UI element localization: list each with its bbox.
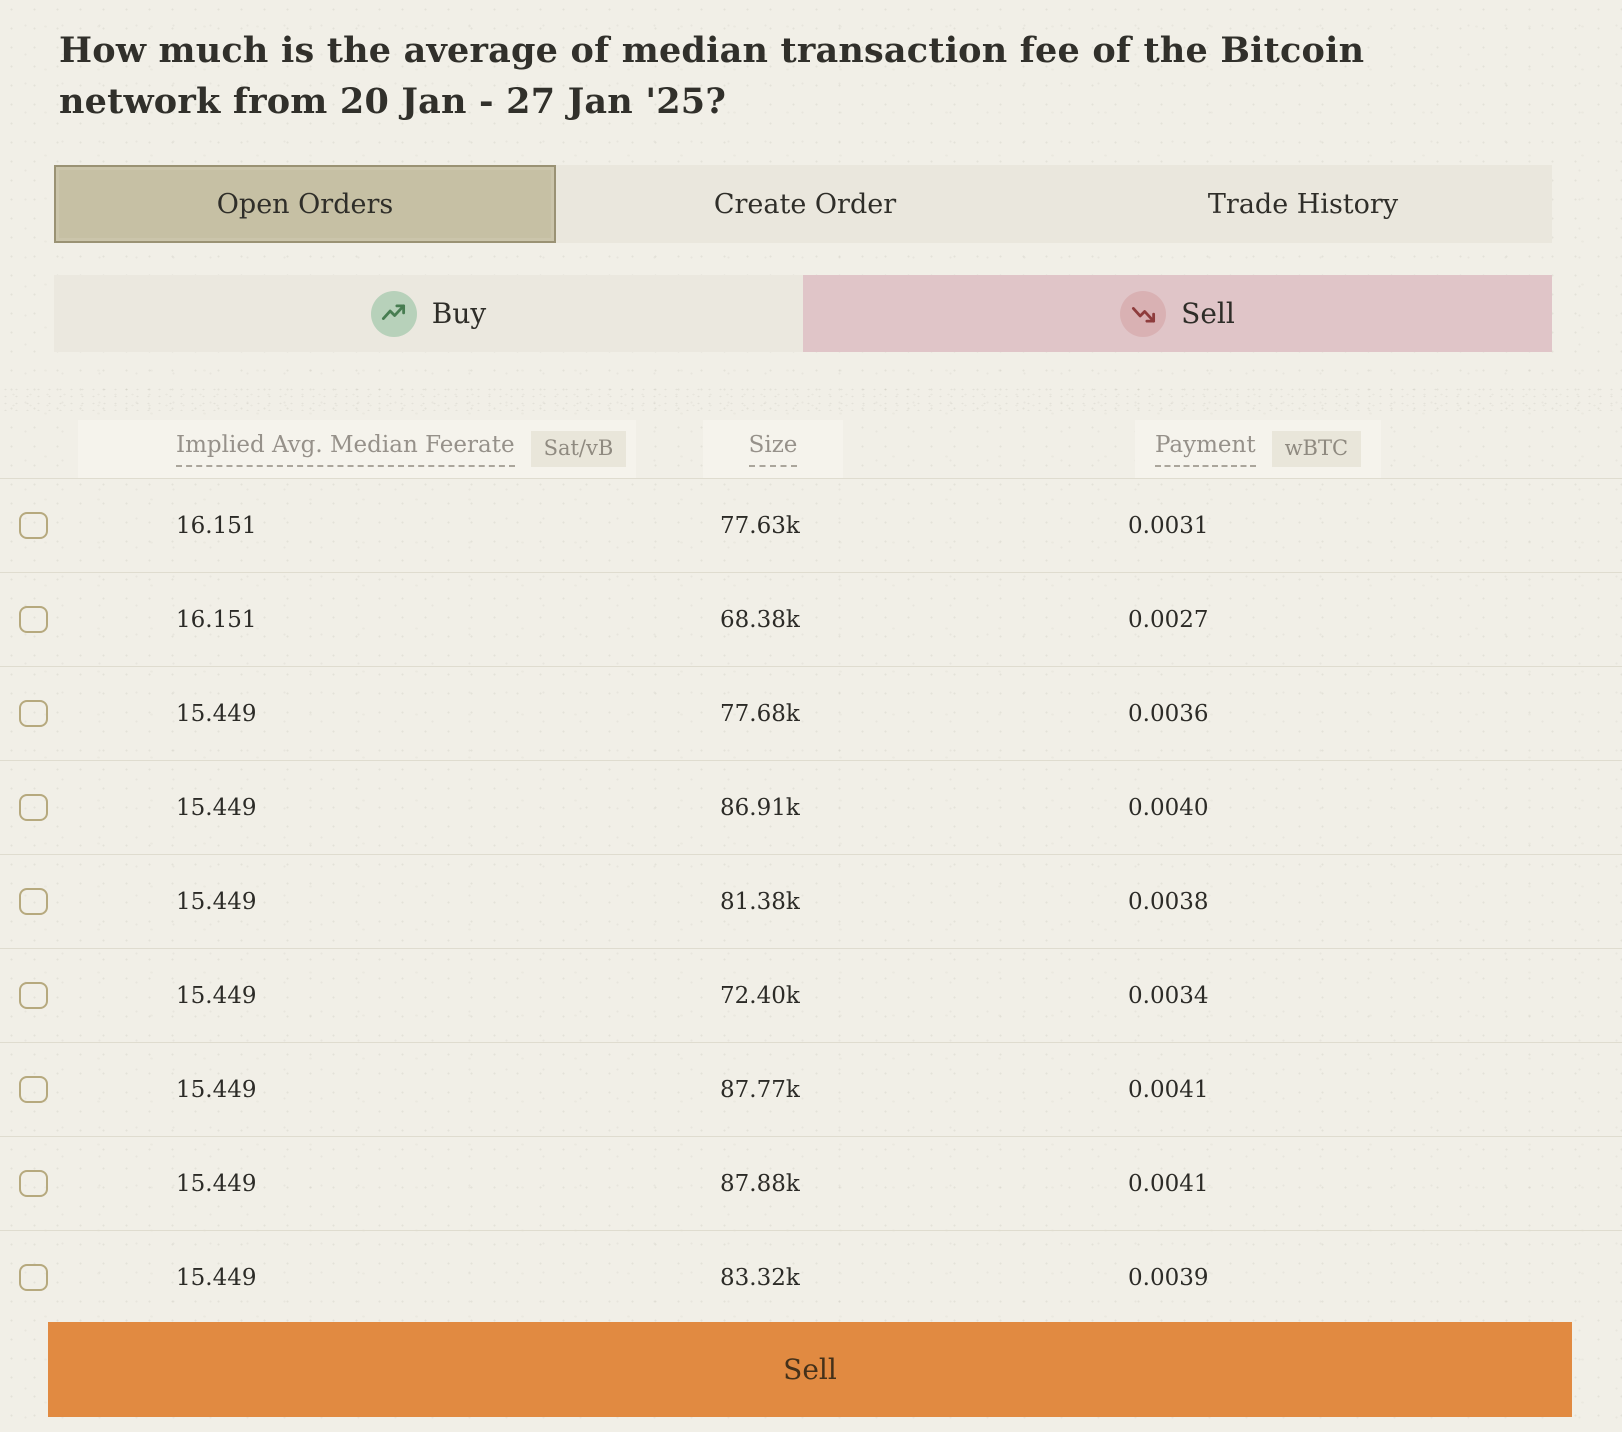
size-value: 81.38k: [720, 888, 800, 915]
payment-value: 0.0038: [1128, 888, 1209, 915]
payment-value: 0.0039: [1128, 1264, 1209, 1291]
payment-column-label[interactable]: Payment: [1154, 432, 1256, 467]
size-value: 77.63k: [720, 512, 800, 539]
column-header-payment: Payment wBTC: [1135, 420, 1381, 478]
sell-toggle[interactable]: Sell: [803, 275, 1552, 352]
row-checkbox[interactable]: [19, 1170, 48, 1197]
orders-table: 16.151 77.63k 0.0031 16.151 68.38k 0.002…: [0, 478, 1622, 1298]
buy-label: Buy: [431, 297, 487, 330]
payment-value: 0.0031: [1128, 512, 1209, 539]
column-header-size: Size: [703, 420, 843, 478]
column-header-feerate: Implied Avg. Median Feerate Sat/vB: [78, 420, 636, 478]
section-divider: [0, 386, 1622, 411]
size-value: 68.38k: [720, 606, 800, 633]
size-column-label[interactable]: Size: [748, 432, 798, 467]
sell-submit-button[interactable]: Sell: [48, 1322, 1572, 1417]
trending-down-icon: [1120, 290, 1167, 337]
payment-value: 0.0027: [1128, 606, 1209, 633]
size-value: 87.77k: [720, 1076, 800, 1103]
order-tabs: Open Orders Create Order Trade History: [54, 165, 1552, 243]
row-checkbox[interactable]: [19, 794, 48, 821]
payment-value: 0.0034: [1128, 982, 1209, 1009]
table-row[interactable]: 15.449 87.77k 0.0041: [0, 1042, 1622, 1136]
feerate-column-label[interactable]: Implied Avg. Median Feerate: [176, 432, 515, 467]
row-checkbox[interactable]: [19, 512, 48, 539]
row-checkbox[interactable]: [19, 982, 48, 1009]
size-value: 83.32k: [720, 1264, 800, 1291]
tab-open-orders[interactable]: Open Orders: [54, 165, 556, 243]
row-checkbox[interactable]: [19, 888, 48, 915]
size-value: 77.68k: [720, 700, 800, 727]
table-row[interactable]: 15.449 77.68k 0.0036: [0, 666, 1622, 760]
payment-unit-badge: wBTC: [1271, 431, 1362, 467]
row-checkbox[interactable]: [19, 700, 48, 727]
feerate-value: 16.151: [176, 606, 257, 633]
table-row[interactable]: 16.151 68.38k 0.0027: [0, 572, 1622, 666]
buy-toggle[interactable]: Buy: [54, 275, 803, 352]
feerate-unit-badge: Sat/vB: [530, 431, 627, 467]
trending-up-icon: [370, 290, 417, 337]
table-row[interactable]: 16.151 77.63k 0.0031: [0, 478, 1622, 572]
payment-value: 0.0036: [1128, 700, 1209, 727]
table-header: Implied Avg. Median Feerate Sat/vB Size …: [0, 420, 1622, 478]
feerate-value: 15.449: [176, 888, 257, 915]
tab-create-order[interactable]: Create Order: [713, 188, 897, 220]
tab-trade-history[interactable]: Trade History: [1207, 188, 1399, 220]
feerate-value: 15.449: [176, 794, 257, 821]
feerate-value: 15.449: [176, 982, 257, 1009]
side-toggle: Buy Sell: [54, 275, 1552, 352]
sell-label: Sell: [1181, 297, 1235, 330]
payment-value: 0.0041: [1128, 1076, 1209, 1103]
row-checkbox[interactable]: [19, 606, 48, 633]
table-row[interactable]: 15.449 72.40k 0.0034: [0, 948, 1622, 1042]
table-row[interactable]: 15.449 86.91k 0.0040: [0, 760, 1622, 854]
feerate-value: 15.449: [176, 1076, 257, 1103]
page-title: How much is the average of median transa…: [59, 30, 1365, 122]
feerate-value: 15.449: [176, 700, 257, 727]
size-value: 72.40k: [720, 982, 800, 1009]
table-row[interactable]: 15.449 83.32k 0.0039: [0, 1230, 1622, 1298]
table-row[interactable]: 15.449 81.38k 0.0038: [0, 854, 1622, 948]
payment-value: 0.0040: [1128, 794, 1209, 821]
size-value: 87.88k: [720, 1170, 800, 1197]
payment-value: 0.0041: [1128, 1170, 1209, 1197]
feerate-value: 15.449: [176, 1170, 257, 1197]
row-checkbox[interactable]: [19, 1264, 48, 1291]
row-checkbox[interactable]: [19, 1076, 48, 1103]
feerate-value: 15.449: [176, 1264, 257, 1291]
size-value: 86.91k: [720, 794, 800, 821]
table-row[interactable]: 15.449 87.88k 0.0041: [0, 1136, 1622, 1230]
feerate-value: 16.151: [176, 512, 257, 539]
